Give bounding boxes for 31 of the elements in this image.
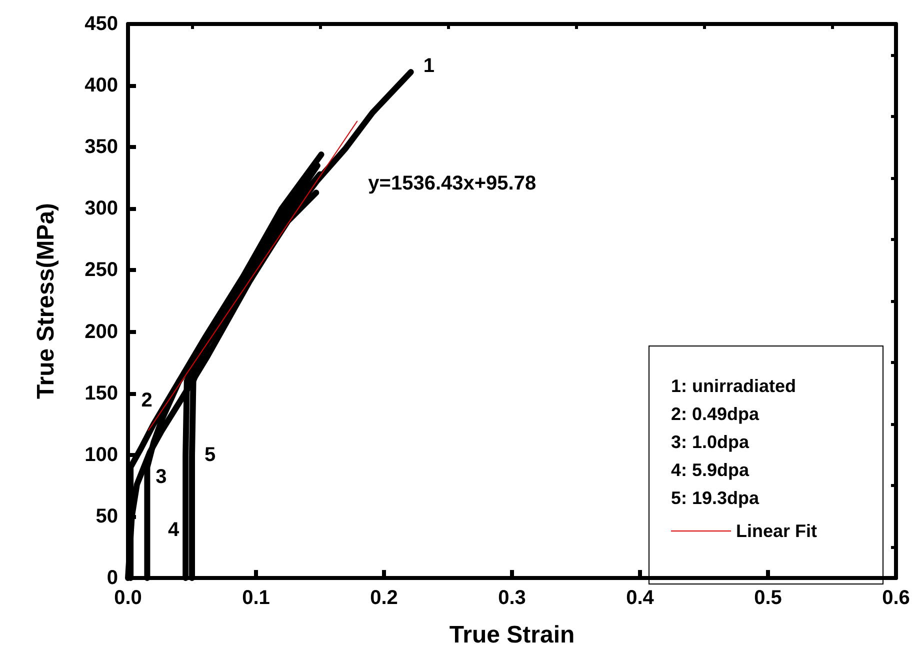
x-tick-label: 0.5 <box>754 587 782 609</box>
series-label: 5 <box>204 444 216 466</box>
annotation: y=1536.43x+95.78 <box>368 172 536 194</box>
annotation: 3: 1.0dpa <box>671 432 750 452</box>
x-tick-label: 0.1 <box>242 587 270 609</box>
x-tick-label: 0.3 <box>498 587 526 609</box>
y-tick-label: 0 <box>106 567 118 589</box>
y-tick-label: 300 <box>84 198 118 220</box>
x-tick-label: 0.2 <box>370 587 398 609</box>
annotation: 1: unirradiated <box>671 376 796 396</box>
y-tick-label: 350 <box>84 136 118 158</box>
annotation: 4: 5.9dpa <box>671 460 750 480</box>
series-label: 2 <box>141 390 152 412</box>
x-tick-label: 0.0 <box>114 587 142 609</box>
x-tick-label: 0.4 <box>626 587 655 609</box>
y-tick-label: 150 <box>84 382 118 404</box>
series-label: 4 <box>168 519 180 541</box>
y-tick-label: 400 <box>84 74 118 97</box>
y-axis-title: True Stress(MPa) <box>32 202 60 400</box>
legend-label: Linear Fit <box>736 521 818 541</box>
y-tick-label: 450 <box>84 13 118 35</box>
annotation: 5: 19.3dpa <box>671 488 760 508</box>
x-tick-label: 0.6 <box>882 587 910 609</box>
annotation: 2: 0.49dpa <box>671 404 760 424</box>
series-label: 1 <box>423 55 434 78</box>
y-tick-label: 200 <box>84 320 118 343</box>
series-label: 3 <box>156 466 167 488</box>
y-tick-label: 100 <box>84 444 118 466</box>
y-tick-label: 50 <box>96 505 118 528</box>
x-axis-title: True Strain <box>449 622 575 648</box>
y-tick-label: 250 <box>84 259 118 282</box>
